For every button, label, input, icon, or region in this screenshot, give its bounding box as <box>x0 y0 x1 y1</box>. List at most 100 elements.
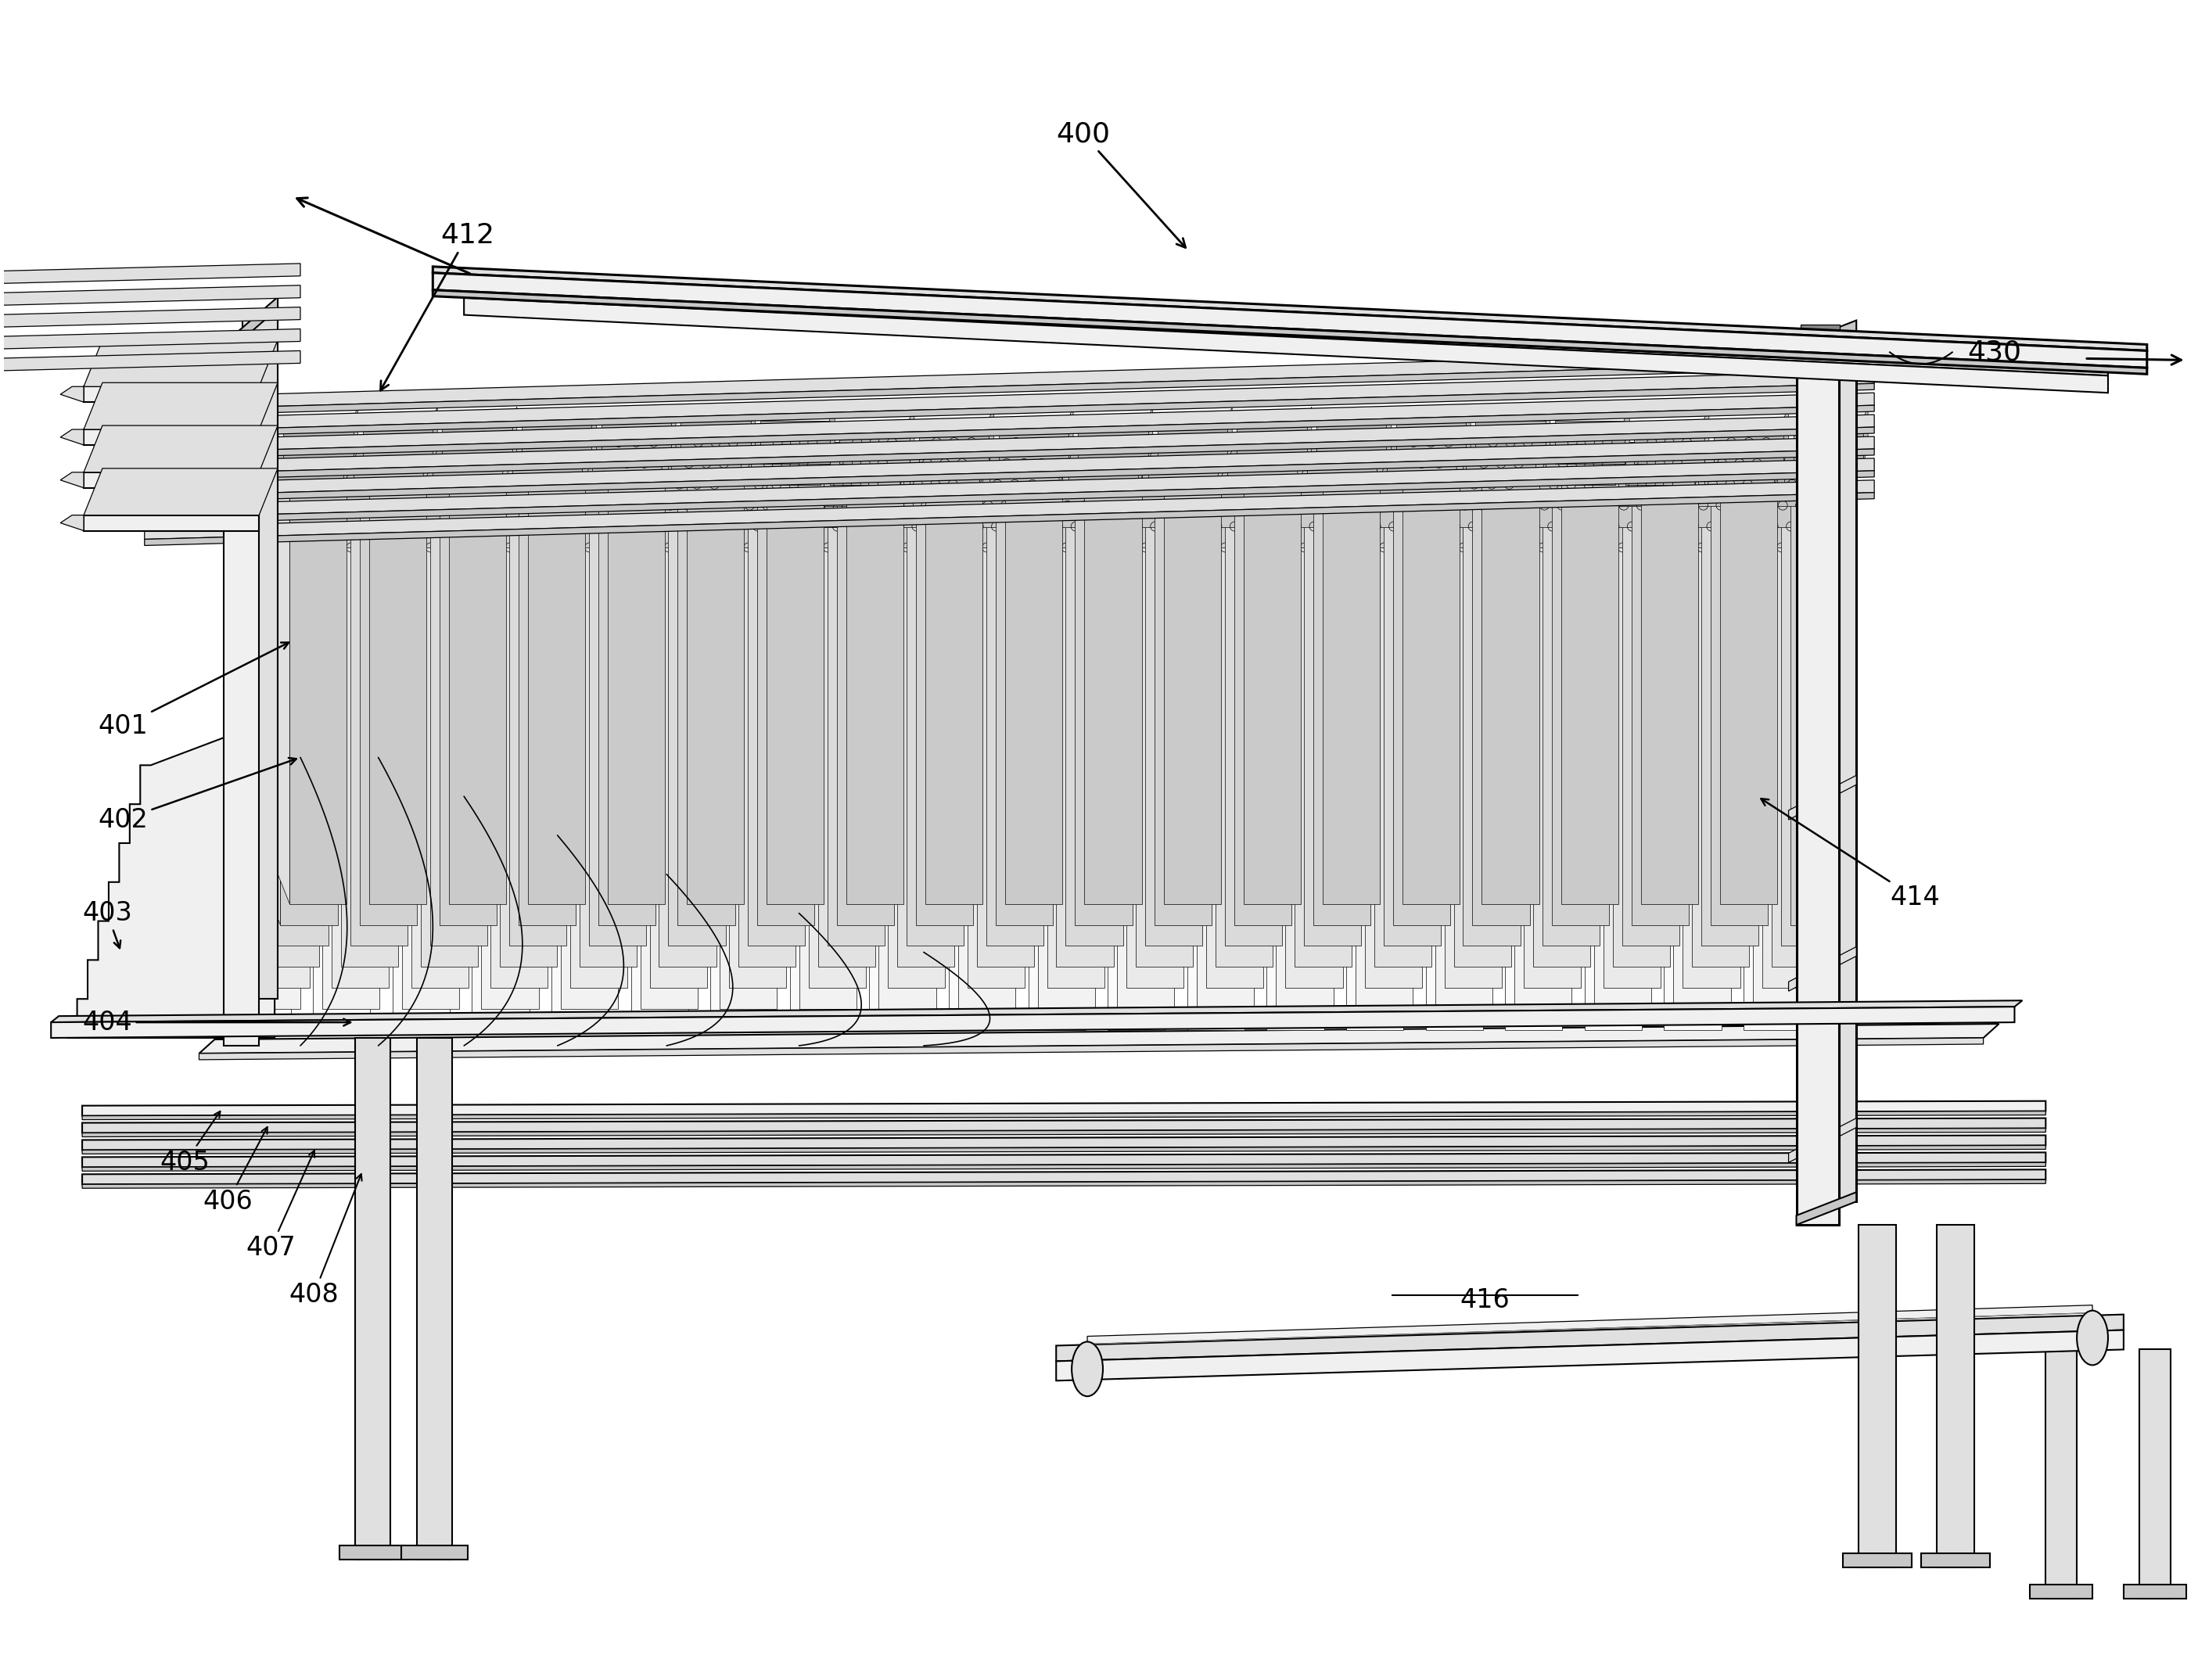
Polygon shape <box>695 512 708 590</box>
Polygon shape <box>1607 484 1677 528</box>
Polygon shape <box>1686 428 1699 506</box>
Polygon shape <box>1437 506 1508 548</box>
Polygon shape <box>1523 548 1580 988</box>
Polygon shape <box>1200 449 1213 528</box>
Polygon shape <box>317 470 330 548</box>
Polygon shape <box>1664 590 1721 1030</box>
Polygon shape <box>363 422 433 464</box>
Polygon shape <box>1552 486 1609 926</box>
Polygon shape <box>1233 486 1290 926</box>
Polygon shape <box>1499 491 1512 570</box>
Polygon shape <box>793 526 864 570</box>
Polygon shape <box>224 297 277 356</box>
Polygon shape <box>448 464 506 904</box>
Polygon shape <box>264 464 334 506</box>
Polygon shape <box>413 428 429 506</box>
Polygon shape <box>873 526 943 570</box>
Polygon shape <box>495 484 563 528</box>
Polygon shape <box>1092 512 1106 590</box>
Polygon shape <box>200 361 1875 415</box>
Polygon shape <box>1229 442 1297 486</box>
Polygon shape <box>1624 442 1695 486</box>
Polygon shape <box>782 548 853 590</box>
Polygon shape <box>275 442 343 486</box>
Polygon shape <box>1695 464 1765 506</box>
Polygon shape <box>1022 491 1035 570</box>
Polygon shape <box>1640 464 1699 904</box>
Polygon shape <box>154 459 1875 517</box>
Polygon shape <box>723 506 793 548</box>
Polygon shape <box>1435 570 1492 1010</box>
Polygon shape <box>0 264 301 284</box>
Polygon shape <box>1297 407 1312 486</box>
Polygon shape <box>910 442 980 486</box>
Polygon shape <box>809 548 866 988</box>
Polygon shape <box>631 590 688 1030</box>
Polygon shape <box>81 1100 2046 1116</box>
Polygon shape <box>1288 428 1301 506</box>
Polygon shape <box>81 1179 2046 1188</box>
Polygon shape <box>402 570 459 1010</box>
Text: 430: 430 <box>1967 339 2022 366</box>
Polygon shape <box>1051 428 1064 506</box>
Polygon shape <box>457 512 470 590</box>
Polygon shape <box>1490 512 1503 590</box>
Polygon shape <box>354 442 424 486</box>
Polygon shape <box>1853 407 1868 486</box>
Text: 402: 402 <box>97 758 297 833</box>
Polygon shape <box>1200 506 1270 548</box>
Polygon shape <box>1295 528 1352 968</box>
Polygon shape <box>484 449 499 528</box>
Polygon shape <box>967 548 1024 988</box>
Polygon shape <box>1270 470 1284 548</box>
Polygon shape <box>668 506 725 946</box>
Polygon shape <box>1330 512 1345 590</box>
Polygon shape <box>1602 548 1659 988</box>
Polygon shape <box>424 407 437 486</box>
Polygon shape <box>413 484 484 528</box>
Polygon shape <box>1789 948 1857 991</box>
Polygon shape <box>598 486 655 926</box>
Polygon shape <box>1059 407 1073 486</box>
Polygon shape <box>466 491 479 570</box>
Polygon shape <box>1796 321 1857 356</box>
Polygon shape <box>360 486 418 926</box>
Polygon shape <box>989 442 1059 486</box>
Polygon shape <box>1031 526 1101 570</box>
Polygon shape <box>1004 464 1062 904</box>
Polygon shape <box>0 329 301 349</box>
Polygon shape <box>281 486 338 926</box>
Polygon shape <box>1022 548 1092 590</box>
Polygon shape <box>1453 528 1510 968</box>
Polygon shape <box>369 464 426 904</box>
Polygon shape <box>246 506 317 548</box>
Polygon shape <box>1165 464 1222 904</box>
Polygon shape <box>800 570 857 1010</box>
Polygon shape <box>376 512 391 590</box>
Polygon shape <box>1101 548 1172 590</box>
Polygon shape <box>387 491 400 570</box>
Polygon shape <box>317 526 387 570</box>
Polygon shape <box>1677 506 1747 548</box>
Polygon shape <box>66 719 275 1038</box>
Polygon shape <box>719 570 776 1010</box>
Polygon shape <box>820 407 835 486</box>
Polygon shape <box>881 506 952 548</box>
Polygon shape <box>84 386 259 402</box>
Polygon shape <box>873 470 886 548</box>
Polygon shape <box>1677 449 1690 528</box>
Polygon shape <box>952 470 965 548</box>
Polygon shape <box>1743 590 1800 1030</box>
Polygon shape <box>739 528 796 968</box>
Polygon shape <box>1358 449 1372 528</box>
Polygon shape <box>174 415 1875 474</box>
Polygon shape <box>1139 464 1209 506</box>
Polygon shape <box>1774 464 1844 506</box>
Polygon shape <box>1314 486 1372 926</box>
Polygon shape <box>591 442 662 486</box>
Polygon shape <box>145 480 1875 539</box>
Polygon shape <box>1121 449 1134 528</box>
Polygon shape <box>574 484 644 528</box>
Polygon shape <box>1365 548 1422 988</box>
Polygon shape <box>1046 548 1103 988</box>
